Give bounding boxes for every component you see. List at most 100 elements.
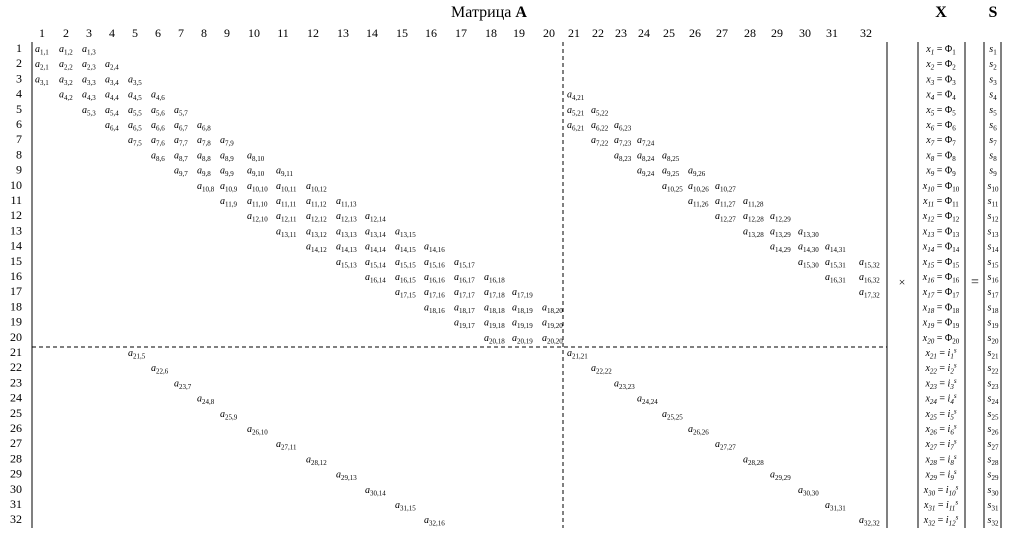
x-vector-entry: x16 = Φ16 [922,272,960,285]
matrix-entry: a4,3 [82,90,96,103]
matrix-entry: a13,11 [276,226,297,239]
x-vector-title: X [935,4,947,21]
matrix-entry: a13,12 [306,226,327,239]
matrix-entry: a7,9 [220,135,234,148]
x-vector-entry: x9 = Φ9 [925,166,956,179]
matrix-entry: a21,21 [567,348,588,361]
matrix-entry: a15,14 [365,257,386,270]
matrix-entry: a1,2 [59,44,73,57]
matrix-entry: a11,11 [276,196,297,209]
matrix-entry: a31,31 [825,500,846,513]
matrix-entry: a18,19 [512,302,533,315]
x-vector-entry: x13 = Φ13 [922,226,960,239]
matrix-entry: a3,1 [35,74,49,87]
matrix-entry: a18,16 [424,302,445,315]
matrix-entry: a15,31 [825,257,846,270]
row-label: 32 [10,512,22,526]
s-vector-entry: s3 [989,74,997,87]
s-vector-entry: s9 [989,166,997,179]
column-label: 10 [248,26,260,40]
matrix-entry: a6,8 [197,120,211,133]
x-vector-entry: x8 = Φ8 [925,150,956,163]
s-vector-entry: s22 [988,363,999,376]
column-label: 6 [155,26,161,40]
matrix-entry: a27,11 [276,439,297,452]
matrix-entry: a6,7 [174,120,188,133]
matrix-entry: a17,32 [859,287,880,300]
matrix-entry: a16,16 [424,272,445,285]
matrix-entry: a12,28 [743,211,764,224]
s-vector-entry: s32 [988,515,999,528]
row-label: 30 [10,482,22,496]
row-label: 12 [10,208,22,222]
matrix-entry: a5,7 [174,105,188,118]
row-label: 25 [10,406,22,420]
matrix-entry: a6,5 [128,120,142,133]
matrix-entry: a8,6 [151,150,165,163]
row-label: 27 [10,436,22,450]
matrix-entry: a7,22 [591,135,609,148]
column-label: 7 [178,26,184,40]
column-label: 12 [307,26,319,40]
matrix-entry: a2,1 [35,59,49,72]
x-vector-entry: x27 = i7s [924,438,956,452]
s-vector-entry: s10 [988,181,999,194]
matrix-entry: a7,7 [174,135,188,148]
row-label: 1 [16,41,22,55]
x-vector-entry: x4 = Φ4 [925,90,956,103]
matrix-entry: a21,5 [128,348,146,361]
matrix-entry: a14,16 [424,242,445,255]
column-label: 26 [689,26,701,40]
column-label: 15 [396,26,408,40]
matrix-entry: a4,2 [59,90,73,103]
matrix-entry: a16,32 [859,272,880,285]
matrix-entry: a3,5 [128,74,142,87]
s-vector-entry: s19 [988,318,999,331]
column-label: 29 [771,26,783,40]
matrix-entry: a15,15 [395,257,416,270]
matrix-entry: a24,8 [197,394,215,407]
x-vector-entry: x3 = Φ3 [925,74,956,87]
matrix-entry: a16,15 [395,272,416,285]
column-label: 14 [366,26,378,40]
row-label: 22 [10,360,22,374]
s-vector-entry: s13 [988,226,999,239]
row-label: 7 [16,132,22,146]
x-vector-entry: x6 = Φ6 [925,120,956,133]
x-vector-entry: x14 = Φ14 [922,242,960,255]
x-vector-entry: x1 = Φ1 [925,44,956,57]
matrix-entry: a17,18 [484,287,505,300]
matrix-entry: a26,26 [688,424,709,437]
matrix-entry: a25,25 [662,409,683,422]
x-vector-entry: x19 = Φ19 [922,318,960,331]
row-label: 21 [10,345,22,359]
matrix-entry: a18,17 [454,302,475,315]
matrix-entry: a12,29 [770,211,791,224]
matrix-entry: a20,19 [512,333,533,346]
column-label: 16 [425,26,437,40]
x-vector-entry: x17 = Φ17 [922,287,960,300]
matrix-entry: a14,15 [395,242,416,255]
matrix-entry: a18,18 [484,302,505,315]
x-vector-entry: x23 = i3s [924,377,956,391]
equals-sign: = [971,275,979,290]
matrix-entry: a13,15 [395,226,416,239]
s-vector-entry: s1 [989,44,997,57]
matrix-entry: a11,10 [247,196,268,209]
matrix-entry: a28,12 [306,454,327,467]
matrix-entry: a27,27 [715,439,736,452]
x-vector-entry: x32 = i12s [923,514,959,528]
x-vector-entry: x18 = Φ18 [922,302,960,315]
matrix-entry: a5,22 [591,105,609,118]
row-label: 4 [16,87,22,101]
matrix-entry: a10,27 [715,181,736,194]
s-vector-cells: s1 s2 s3 s4 s5 s6 s7 s8 s9 s10 s11 s12 s13 s14 s15 s16 s… [988,44,999,528]
s-vector-entry: s4 [989,90,997,103]
matrix-entry: a15,17 [454,257,475,270]
matrix-entry: a30,30 [798,485,819,498]
matrix-entry: a5,21 [567,105,585,118]
matrix-entry: a10,12 [306,181,327,194]
matrix-entry: a3,3 [82,74,96,87]
matrix-entry: a10,25 [662,181,683,194]
s-vector-entry: s20 [988,333,999,346]
